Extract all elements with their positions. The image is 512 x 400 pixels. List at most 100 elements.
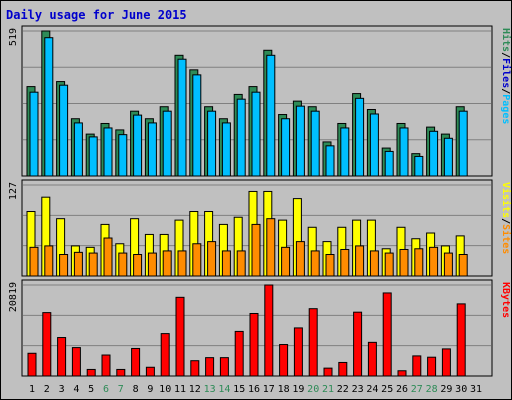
bar-sites-day-19	[295, 241, 305, 277]
bar-files-day-11	[177, 58, 187, 177]
bar-kbytes-day-28	[427, 356, 437, 377]
x-tick-day-1: 1	[29, 384, 35, 395]
bar-files-day-14	[221, 122, 231, 177]
bar-kbytes-day-24	[367, 341, 377, 377]
x-tick-day-10: 10	[159, 384, 171, 395]
x-tick-day-20: 20	[307, 384, 319, 395]
bar-kbytes-day-13	[205, 357, 215, 377]
x-tick-day-26: 26	[396, 384, 408, 395]
bar-files-day-22	[340, 127, 350, 177]
legend-panel-2: Visits/Sites	[500, 182, 512, 254]
bar-files-day-2	[44, 37, 54, 177]
bar-sites-day-23	[355, 245, 365, 277]
x-tick-day-18: 18	[278, 384, 290, 395]
bar-kbytes-day-2	[42, 312, 52, 377]
y-max-label: 519	[8, 28, 19, 46]
bar-sites-day-1	[29, 246, 39, 277]
bar-marks	[26, 30, 468, 377]
bar-sites-day-7	[118, 252, 128, 277]
bar-kbytes-day-16	[249, 312, 259, 377]
bar-files-day-19	[295, 105, 305, 177]
x-tick-day-8: 8	[133, 384, 139, 395]
bar-sites-day-9	[147, 252, 157, 277]
x-tick-day-23: 23	[352, 384, 364, 395]
bar-files-day-28	[429, 130, 439, 177]
bar-kbytes-day-18	[279, 344, 289, 377]
x-tick-day-14: 14	[218, 384, 230, 395]
x-tick-day-22: 22	[337, 384, 349, 395]
bar-files-day-23	[355, 97, 365, 177]
bar-sites-day-26	[399, 248, 409, 277]
bar-files-day-1	[29, 91, 39, 177]
bar-sites-day-20	[310, 250, 320, 277]
bar-files-day-18	[281, 118, 291, 177]
bar-kbytes-day-15	[234, 330, 244, 377]
x-tick-day-9: 9	[147, 384, 153, 395]
bar-kbytes-day-5	[86, 368, 96, 377]
bar-files-day-27	[414, 155, 424, 177]
legend-panel-1: Hits/Files/Pages	[500, 28, 512, 124]
bar-files-day-4	[73, 122, 83, 177]
bar-files-day-29	[443, 137, 453, 177]
bar-files-day-17	[266, 54, 276, 177]
bar-kbytes-day-6	[101, 354, 111, 377]
y-max-label: 127	[8, 182, 19, 200]
bar-sites-day-21	[325, 254, 335, 277]
bar-sites-day-17	[266, 218, 276, 277]
bar-sites-day-13	[207, 241, 217, 277]
bar-sites-day-14	[221, 250, 231, 277]
bar-sites-day-11	[177, 250, 187, 277]
bar-files-day-21	[325, 145, 335, 177]
bar-sites-day-30	[458, 254, 468, 277]
y-max-label: 20819	[8, 282, 19, 312]
bar-files-day-13	[207, 110, 217, 177]
legend-entry: /	[500, 218, 511, 224]
bar-kbytes-day-4	[71, 347, 81, 377]
x-tick-day-16: 16	[248, 384, 260, 395]
x-tick-day-29: 29	[440, 384, 452, 395]
bar-kbytes-day-10	[160, 333, 170, 377]
chart-title: Daily usage for June 2015	[6, 8, 187, 22]
legend-entry: /	[500, 52, 511, 58]
legend-entry: Files	[500, 58, 512, 88]
x-tick-day-13: 13	[204, 384, 216, 395]
bar-files-day-25	[384, 150, 394, 177]
bar-files-day-15	[236, 98, 246, 177]
x-tick-day-24: 24	[366, 384, 378, 395]
x-tick-day-17: 17	[263, 384, 275, 395]
bar-kbytes-day-19	[293, 327, 303, 377]
x-tick-day-5: 5	[88, 384, 94, 395]
bar-files-day-24	[369, 113, 379, 177]
legend-panel-3: KBytes	[500, 282, 511, 318]
bar-files-day-20	[310, 110, 320, 177]
bar-sites-day-15	[236, 250, 246, 277]
bar-files-day-5	[88, 136, 98, 177]
x-tick-day-6: 6	[103, 384, 109, 395]
bar-sites-day-4	[73, 251, 83, 277]
bar-kbytes-day-9	[145, 366, 155, 377]
bar-sites-day-24	[369, 250, 379, 277]
bar-kbytes-day-26	[397, 370, 407, 377]
x-tick-day-27: 27	[411, 384, 423, 395]
bar-files-day-12	[192, 74, 202, 177]
bar-files-day-6	[103, 127, 113, 177]
legend-entry: Pages	[500, 94, 511, 124]
bar-files-day-26	[399, 127, 409, 177]
bar-kbytes-day-27	[412, 355, 422, 377]
bar-sites-day-16	[251, 223, 261, 277]
bar-sites-day-28	[429, 246, 439, 277]
x-tick-day-3: 3	[59, 384, 65, 395]
bar-sites-day-27	[414, 248, 424, 277]
bar-kbytes-day-11	[175, 296, 185, 377]
bar-kbytes-day-7	[116, 368, 126, 377]
bar-kbytes-day-23	[353, 311, 363, 377]
x-tick-day-21: 21	[322, 384, 334, 395]
bar-kbytes-day-29	[441, 348, 451, 377]
x-tick-day-2: 2	[44, 384, 50, 395]
legend-entry: KBytes	[500, 282, 511, 318]
bar-kbytes-day-22	[338, 361, 348, 377]
bar-kbytes-day-21	[323, 367, 333, 377]
bar-sites-day-12	[192, 243, 202, 277]
